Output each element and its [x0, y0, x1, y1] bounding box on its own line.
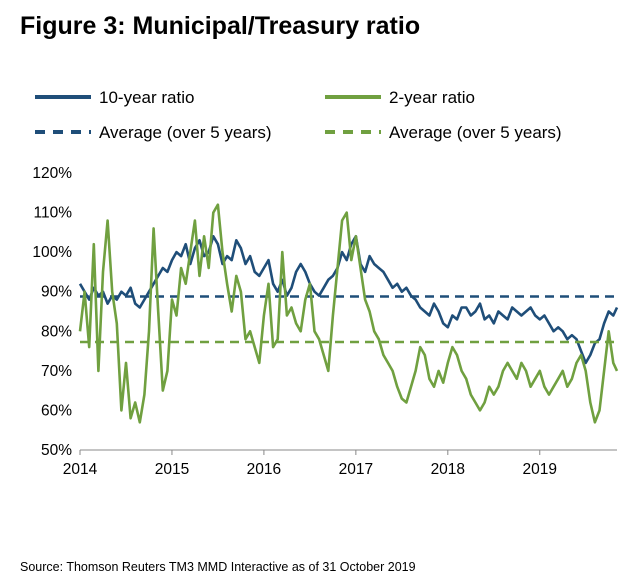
y-tick-label: 120% — [32, 165, 72, 182]
legend: 10-year ratio 2-year ratio Average (over 5… — [35, 88, 562, 142]
series-line-1 — [78, 203, 619, 424]
y-tick-label: 70% — [41, 363, 72, 380]
y-tick-label: 50% — [41, 442, 72, 459]
x-tick-label: 2015 — [155, 461, 189, 478]
y-tick-label: 90% — [41, 284, 72, 301]
y-tick-label: 60% — [41, 402, 72, 419]
y-tick-label: 80% — [41, 323, 72, 340]
legend-label: 2-year ratio — [389, 88, 475, 107]
x-axis: 2014 2015 2016 2017 2018 2019 — [63, 449, 617, 478]
x-tick-label: 2019 — [523, 461, 557, 478]
legend-label: Average (over 5 years) — [99, 123, 272, 142]
source-note: Source: Thomson Reuters TM3 MMD Interact… — [20, 560, 416, 574]
legend-label: Average (over 5 years) — [389, 123, 562, 142]
y-tick-label: 100% — [32, 244, 72, 261]
chart-title: Figure 3: Municipal/Treasury ratio — [20, 12, 421, 40]
y-axis: 50% 60% 70% 80% 90% 100% 110% 120% — [32, 165, 72, 459]
y-tick-label: 110% — [34, 205, 73, 222]
x-tick-label: 2016 — [247, 461, 281, 478]
series-line-0 — [78, 235, 619, 365]
x-tick-label: 2014 — [63, 461, 98, 478]
x-tick-label: 2017 — [339, 461, 373, 478]
legend-label: 10-year ratio — [99, 88, 194, 107]
x-tick-label: 2018 — [431, 461, 465, 478]
plot-area — [78, 203, 619, 424]
